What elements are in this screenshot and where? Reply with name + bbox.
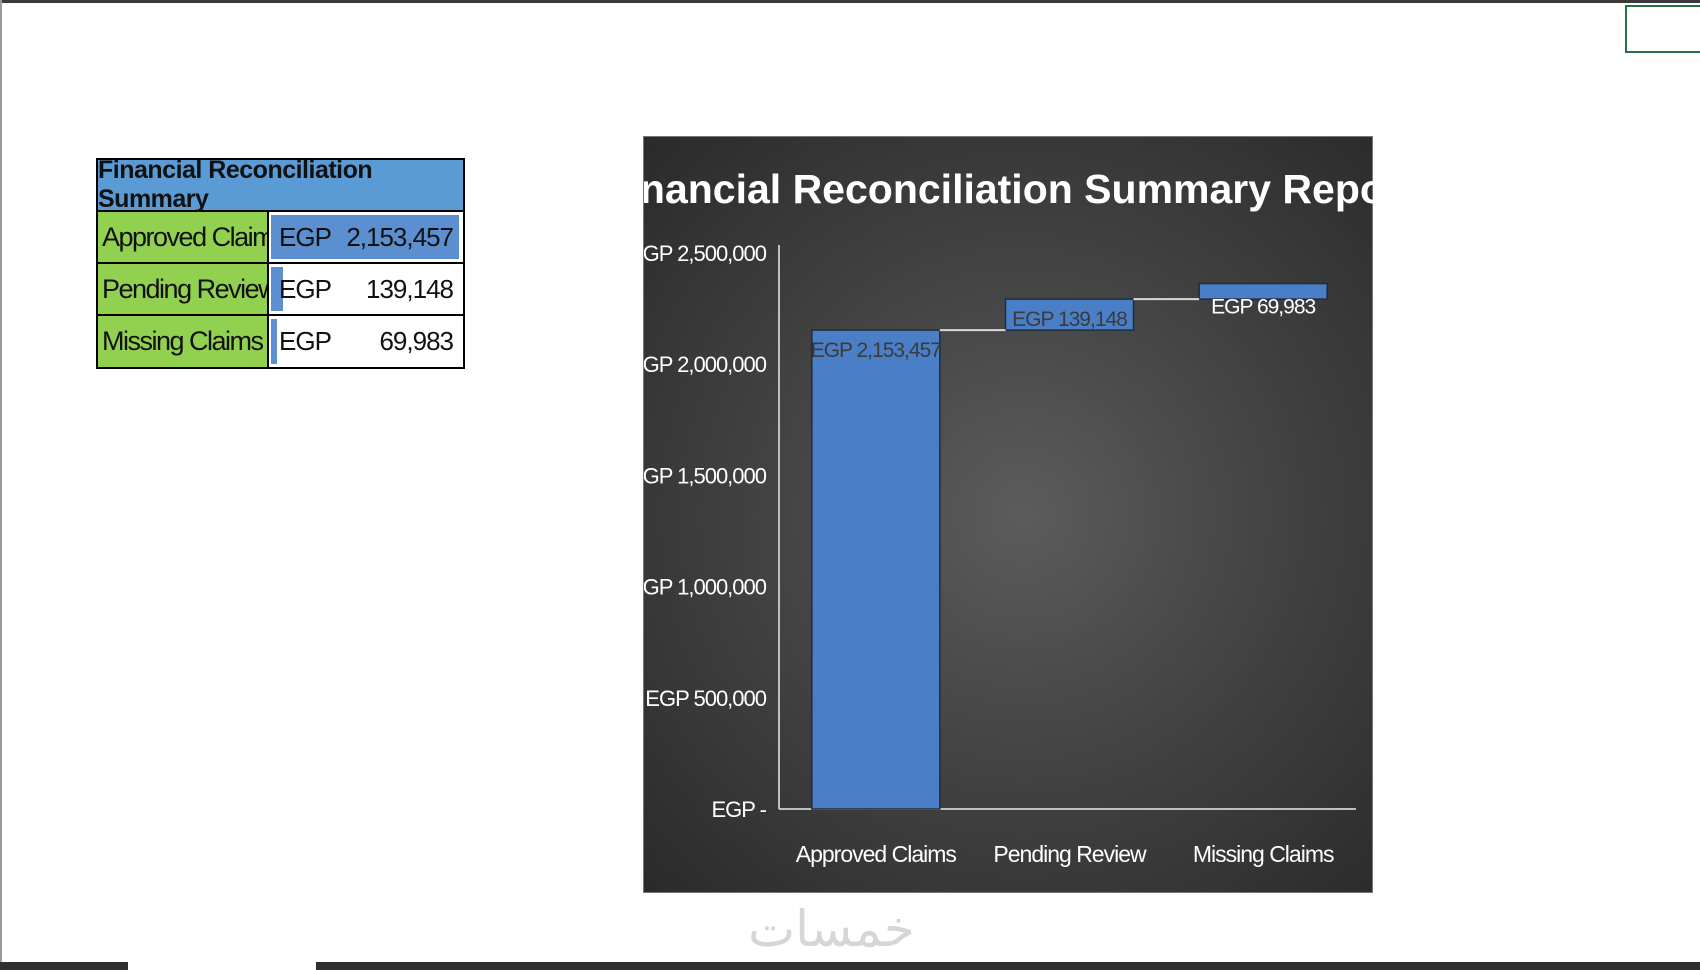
currency-label: EGP (279, 326, 332, 356)
row-value-cell[interactable]: EGP 139,148 (269, 264, 463, 314)
y-tick-label: EGP 1,000,000 (644, 575, 767, 600)
table-row[interactable]: Pending Review EGP 139,148 (98, 264, 463, 316)
data-bar (271, 215, 460, 259)
row-label: Approved Claims (98, 212, 269, 262)
amount-value: 2,153,457 (346, 221, 454, 252)
sheet-tab-active[interactable] (128, 962, 316, 970)
chart-canvas: Financial Reconciliation Summary Report … (644, 166, 1374, 867)
table-row[interactable]: Approved Claims EGP 2,153,457 (98, 212, 463, 264)
data-label: EGP 139,148 (1012, 308, 1127, 331)
summary-table-title: Financial Reconciliation Summary (98, 156, 463, 213)
bar-pending-review (1004, 298, 1135, 331)
row-value-cell[interactable]: EGP 69,983 (269, 316, 463, 367)
chart-title: Financial Reconciliation Summary Report (644, 166, 1374, 212)
y-tick-label: EGP 2,000,000 (644, 352, 767, 377)
y-tick-label: EGP 2,500,000 (644, 241, 767, 266)
bar-missing-claims (1198, 282, 1328, 300)
amount-value: 69,983 (379, 326, 454, 356)
y-tick-label: EGP - (711, 797, 766, 822)
watermark-logo: خمسات (748, 900, 915, 958)
summary-table: Financial Reconciliation Summary Approve… (96, 156, 465, 369)
data-label: EGP 2,153,457 (811, 339, 942, 362)
row-value-cell[interactable]: EGP 2,153,457 (269, 212, 463, 262)
y-tick-label: EGP 1,500,000 (644, 463, 767, 488)
active-cell-selector[interactable] (1625, 5, 1700, 53)
waterfall-chart[interactable]: Financial Reconciliation Summary Report … (643, 136, 1374, 893)
row-label: Missing Claims (98, 316, 269, 367)
data-label: EGP 69,983 (1211, 296, 1315, 319)
window-top-border (0, 0, 1700, 3)
window-left-border (0, 0, 2, 970)
sheet-tab-strip (0, 962, 1700, 970)
row-label: Pending Review (98, 264, 269, 314)
currency-label: EGP (279, 273, 332, 304)
data-bar (271, 319, 278, 364)
bar-approved-claims (811, 329, 941, 810)
y-tick-label: EGP 500,000 (645, 686, 766, 711)
table-row[interactable]: Missing Claims EGP 69,983 (98, 316, 463, 367)
amount-value: 139,148 (366, 273, 454, 304)
x-category-label: Approved Claims (796, 841, 957, 867)
currency-label: EGP (279, 221, 332, 252)
x-category-label: Pending Review (993, 841, 1147, 867)
data-bar (271, 267, 284, 311)
x-category-label: Missing Claims (1193, 841, 1334, 867)
